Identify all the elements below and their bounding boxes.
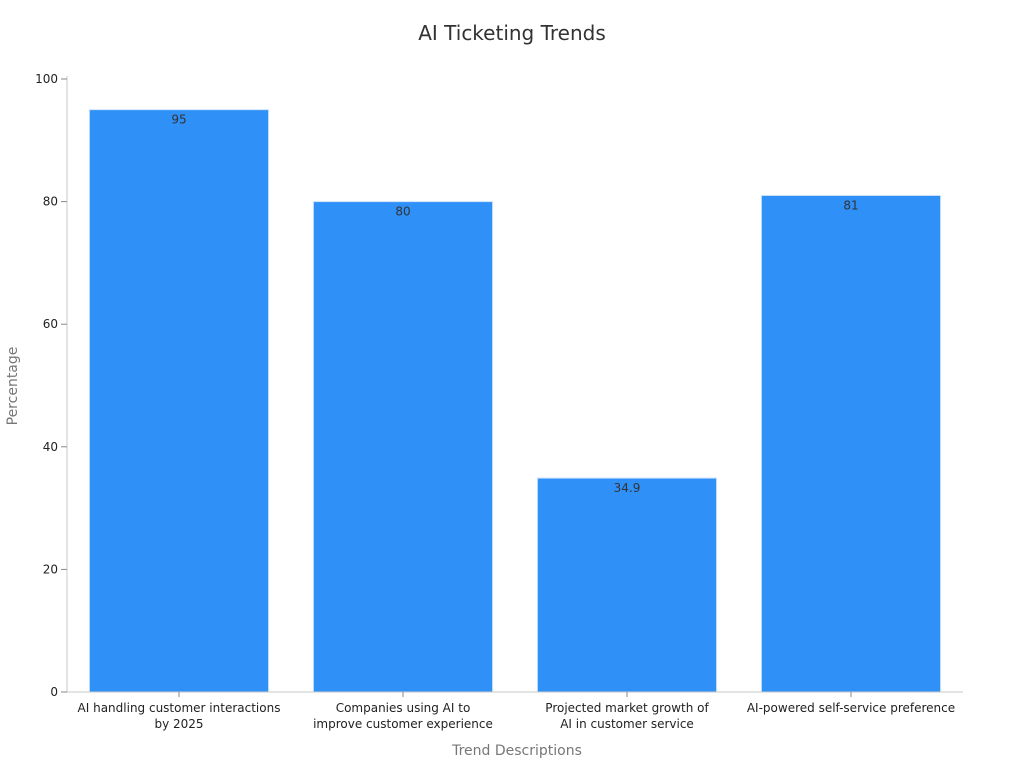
y-tick-label-100: 100 (35, 72, 58, 86)
data-label-1: 95 (171, 113, 186, 127)
y-tick-label-40: 40 (43, 440, 58, 454)
y-tick-label-60: 60 (43, 317, 58, 331)
x-tick-label-4: AI-powered self-service preference (747, 701, 955, 715)
x-axis-ticks: AI handling customer interactions by 2025… (78, 692, 955, 731)
plot-area: 95 80 34.9 81 (88, 109, 942, 693)
bar-2 (312, 201, 494, 693)
x-tick-label-2: Companies using AI to improve customer ex… (313, 701, 493, 731)
y-axis-ticks: 0 20 40 60 80 100 (35, 72, 67, 699)
y-tick-label-0: 0 (50, 685, 58, 699)
y-tick-label-80: 80 (43, 195, 58, 209)
x-tick-label-3: Projected market growth of AI in customer… (545, 701, 709, 731)
bar-4 (760, 194, 942, 693)
chart-title: AI Ticketing Trends (418, 21, 606, 45)
bar-1 (88, 109, 270, 693)
x-tick-label-1: AI handling customer interactions by 2025 (78, 701, 281, 731)
data-label-3: 34.9 (614, 481, 641, 495)
x-axis-title: Trend Descriptions (451, 743, 582, 759)
bar-3 (536, 477, 718, 693)
data-label-4: 81 (843, 198, 858, 212)
y-axis-title: Percentage (5, 347, 21, 426)
data-label-2: 80 (395, 205, 410, 219)
y-tick-label-20: 20 (43, 562, 58, 576)
